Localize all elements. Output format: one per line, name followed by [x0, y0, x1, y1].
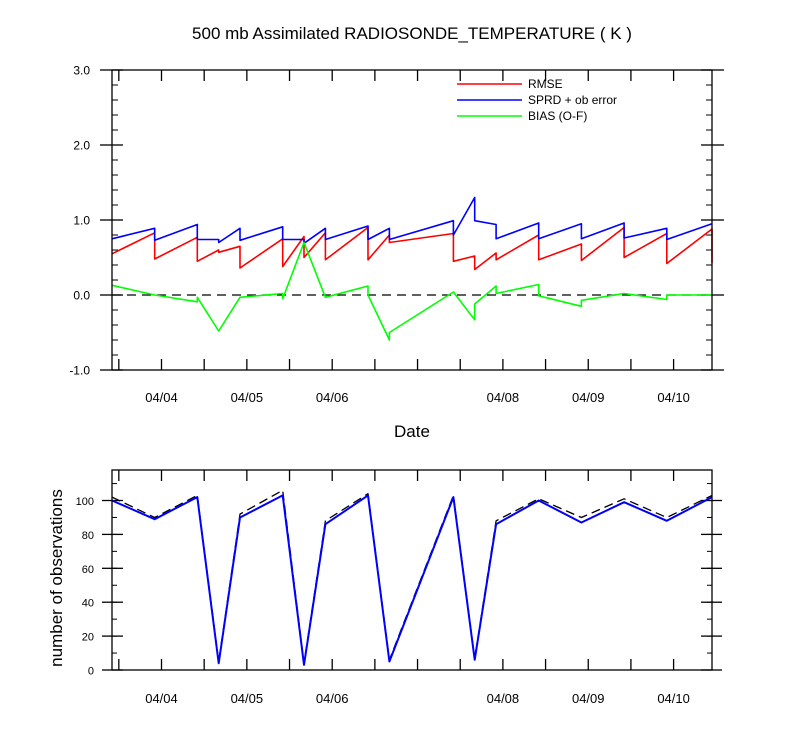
bottom-plot-frame — [111, 469, 713, 671]
x-tick-label: 04/04 — [145, 691, 178, 706]
x-axis-label: Date — [394, 422, 430, 441]
x-tick-label: 04/08 — [487, 691, 520, 706]
y-tick-label: 3.0 — [73, 64, 90, 78]
top-series-group — [111, 196, 713, 341]
top-plot-frame — [111, 69, 713, 371]
chart-title: 500 mb Assimilated RADIOSONDE_TEMPERATUR… — [192, 24, 632, 43]
x-tick-label: 04/06 — [316, 390, 349, 405]
legend-rmse-label: RMSE — [528, 77, 563, 91]
y-tick-label: -1.0 — [69, 364, 90, 378]
y-tick-label: 20 — [82, 632, 94, 644]
bottom-axis-ticks: 04/04 04/05 04/06 04/08 04/09 04/10 0 20 40 60 80 1… — [76, 470, 722, 706]
x-tick-label: 04/10 — [657, 390, 690, 405]
x-tick-label: 04/08 — [487, 390, 520, 405]
y-axis-label-observations: number of observations — [47, 489, 66, 667]
y-tick-label: 0.0 — [73, 289, 90, 303]
bias-line — [111, 241, 712, 341]
x-tick-label: 04/09 — [572, 691, 605, 706]
x-tick-label: 04/05 — [231, 390, 264, 405]
top-axis-ticks: 04/04 04/05 04/06 04/08 04/09 04/10 3.0 2.0 1.0 0… — [69, 64, 724, 405]
x-tick-label: 04/09 — [572, 390, 605, 405]
y-tick-label: 1.0 — [73, 214, 90, 228]
legend: RMSE SPRD + ob error BIAS (O-F) — [457, 77, 617, 123]
x-tick-label: 04/05 — [231, 691, 264, 706]
x-tick-label: 04/04 — [145, 390, 178, 405]
y-tick-label: 80 — [82, 530, 94, 542]
legend-bias-label: BIAS (O-F) — [528, 109, 587, 123]
y-tick-label: 2.0 — [73, 139, 90, 153]
legend-sprd-label: SPRD + ob error — [528, 93, 617, 107]
sprd-line — [111, 196, 713, 245]
y-tick-label: 40 — [82, 598, 94, 610]
bottom-series-group — [111, 489, 713, 666]
x-tick-label: 04/10 — [657, 691, 690, 706]
x-tick-label: 04/06 — [316, 691, 349, 706]
y-tick-label: 0 — [88, 666, 94, 678]
y-tick-label: 100 — [76, 496, 94, 508]
possible-obs-line — [111, 489, 713, 664]
used-obs-line — [111, 494, 713, 666]
y-tick-label: 60 — [82, 564, 94, 576]
rmse-line — [111, 226, 713, 271]
